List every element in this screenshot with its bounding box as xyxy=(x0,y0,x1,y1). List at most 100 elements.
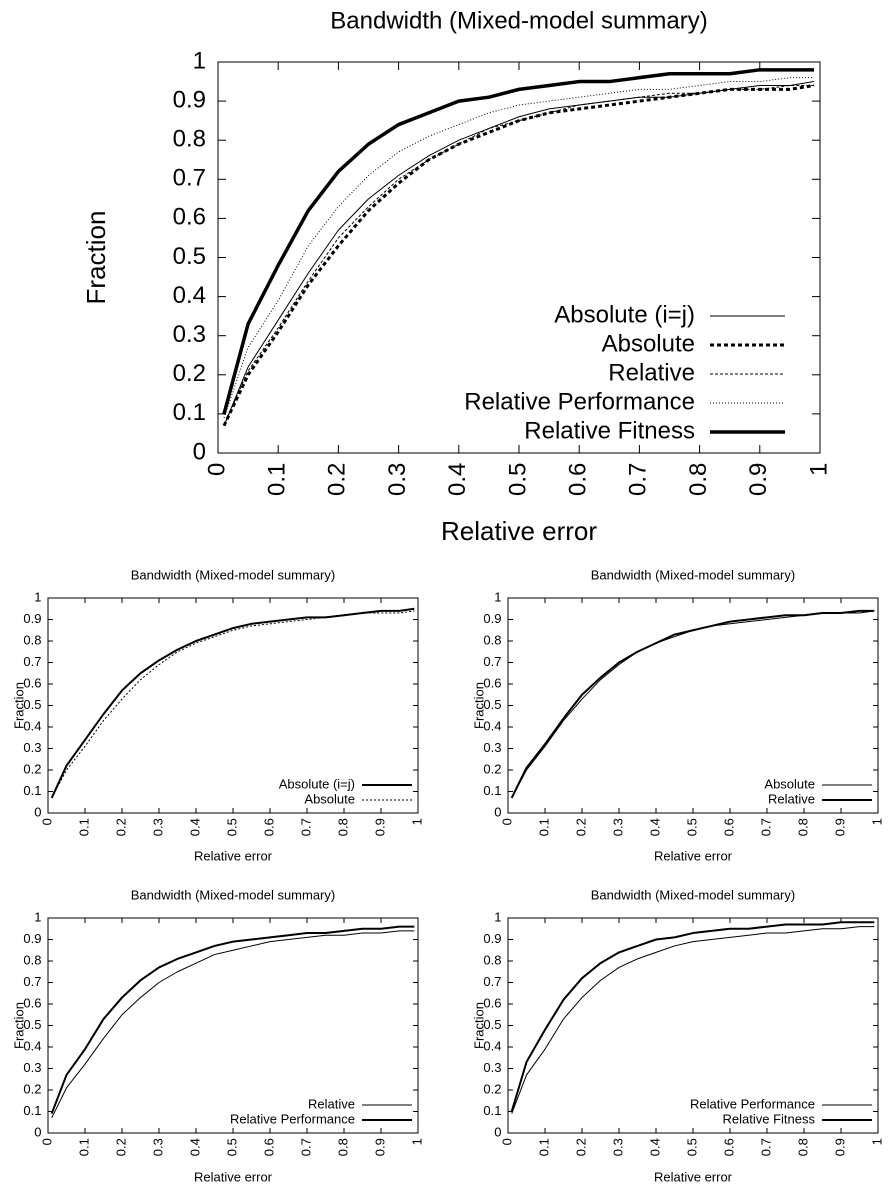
y-tick-label: 0.7 xyxy=(173,165,206,192)
x-tick-label: 0.6 xyxy=(261,1138,276,1156)
y-axis-label: Fraction xyxy=(11,1002,26,1049)
x-tick-label: 0.7 xyxy=(298,818,313,836)
series-line xyxy=(50,607,415,799)
y-tick-label: 0.7 xyxy=(483,654,501,669)
series-line xyxy=(222,83,815,427)
y-tick-label: 0.5 xyxy=(23,1017,41,1032)
y-tick-label: 0.4 xyxy=(173,282,206,309)
y-tick-label: 0 xyxy=(34,1124,41,1139)
y-tick-label: 1 xyxy=(193,47,206,74)
x-tick-label: 0 xyxy=(203,463,230,476)
x-tick-label: 0.6 xyxy=(261,818,276,836)
x-axis-label: Relative error xyxy=(194,1169,273,1184)
series-line xyxy=(223,84,814,426)
x-tick-label: 0.6 xyxy=(721,818,736,836)
y-tick-label: 0.8 xyxy=(23,632,41,647)
legend-label: Relative Performance xyxy=(230,1111,355,1126)
chart-title: Bandwidth (Mixed-model summary) xyxy=(131,567,335,582)
x-tick-label: 0.3 xyxy=(610,818,625,836)
x-tick-label: 0.8 xyxy=(335,818,350,836)
y-tick-label: 0.8 xyxy=(173,126,206,153)
legend-label: Absolute xyxy=(602,330,695,357)
plot-frame xyxy=(217,61,821,454)
y-tick-label: 0.6 xyxy=(483,995,501,1010)
x-tick-label: 0.2 xyxy=(573,1138,588,1156)
x-tick-label: 1 xyxy=(409,818,424,825)
x-tick-label: 0.4 xyxy=(444,463,471,496)
x-tick-label: 0.4 xyxy=(187,1138,202,1156)
x-tick-label: 0.6 xyxy=(721,1138,736,1156)
y-tick-label: 0.9 xyxy=(23,611,41,626)
chart-title: Bandwidth (Mixed-model summary) xyxy=(591,887,795,902)
x-tick-label: 0.5 xyxy=(684,818,699,836)
y-tick-label: 0.1 xyxy=(483,1103,501,1118)
y-tick-label: 0 xyxy=(494,1124,501,1139)
y-tick-label: 0.5 xyxy=(483,697,501,712)
y-tick-label: 0.6 xyxy=(483,675,501,690)
y-tick-label: 0.1 xyxy=(483,783,501,798)
y-axis-label: Fraction xyxy=(81,211,111,305)
x-tick-label: 1 xyxy=(805,463,832,476)
legend-label: Absolute (i=j) xyxy=(279,776,355,791)
y-tick-label: 1 xyxy=(34,909,41,924)
x-tick-label: 0.2 xyxy=(324,463,351,496)
plot-frame xyxy=(47,597,419,814)
y-tick-label: 0.7 xyxy=(483,974,501,989)
chart-title: Bandwidth (Mixed-model summary) xyxy=(330,7,707,34)
y-tick-label: 0.2 xyxy=(173,360,206,387)
x-tick-label: 0.1 xyxy=(76,818,91,836)
y-axis-label: Fraction xyxy=(471,1002,486,1049)
series-line xyxy=(51,930,415,1119)
x-tick-label: 0.2 xyxy=(113,818,128,836)
x-tick-label: 0.1 xyxy=(76,1138,91,1156)
plot-frame xyxy=(507,917,879,1134)
legend-label: Relative xyxy=(608,359,695,386)
x-tick-label: 0.3 xyxy=(150,818,165,836)
x-tick-label: 0.6 xyxy=(565,463,592,496)
legend-label: Absolute xyxy=(764,776,815,791)
x-tick-label: 0.4 xyxy=(187,818,202,836)
y-tick-label: 0.5 xyxy=(173,243,206,270)
x-tick-label: 0 xyxy=(499,1138,514,1145)
y-tick-label: 0.5 xyxy=(483,1017,501,1032)
x-tick-label: 1 xyxy=(869,1138,884,1145)
y-tick-label: 0.9 xyxy=(23,931,41,946)
x-tick-label: 0.7 xyxy=(298,1138,313,1156)
series-line xyxy=(510,609,875,799)
x-tick-label: 0.9 xyxy=(832,1138,847,1156)
series-line xyxy=(510,921,875,1112)
y-tick-label: 0.3 xyxy=(483,740,501,755)
legend-label: Relative Fitness xyxy=(723,1111,816,1126)
x-tick-label: 0.4 xyxy=(647,818,662,836)
y-tick-label: 0.6 xyxy=(173,204,206,231)
y-tick-label: 1 xyxy=(34,589,41,604)
series-line xyxy=(223,77,814,418)
legend-label: Relative Fitness xyxy=(524,417,695,444)
x-tick-label: 0.9 xyxy=(372,818,387,836)
legend-label: Relative xyxy=(308,1096,355,1111)
chart-title: Bandwidth (Mixed-model summary) xyxy=(131,887,335,902)
x-tick-label: 0.1 xyxy=(536,818,551,836)
y-tick-label: 0.7 xyxy=(23,654,41,669)
x-tick-label: 0.1 xyxy=(536,1138,551,1156)
x-tick-label: 0.2 xyxy=(113,1138,128,1156)
y-tick-label: 0 xyxy=(494,804,501,819)
y-tick-label: 0.2 xyxy=(23,1081,41,1096)
series-line xyxy=(511,610,875,799)
x-tick-label: 0 xyxy=(39,1138,54,1145)
x-tick-label: 0 xyxy=(39,818,54,825)
series-line xyxy=(222,68,814,415)
y-tick-label: 0 xyxy=(34,804,41,819)
y-tick-label: 0.9 xyxy=(173,86,206,113)
y-tick-label: 0.1 xyxy=(23,783,41,798)
plot-frame xyxy=(47,917,419,1134)
legend-label: Relative Performance xyxy=(464,388,695,415)
y-tick-label: 0.6 xyxy=(23,995,41,1010)
x-tick-label: 0.5 xyxy=(224,1138,239,1156)
y-tick-label: 0.3 xyxy=(23,1060,41,1075)
y-tick-label: 0 xyxy=(193,438,206,465)
x-tick-label: 0.5 xyxy=(224,818,239,836)
y-tick-label: 0.8 xyxy=(23,952,41,967)
legend-label: Relative xyxy=(768,791,815,806)
